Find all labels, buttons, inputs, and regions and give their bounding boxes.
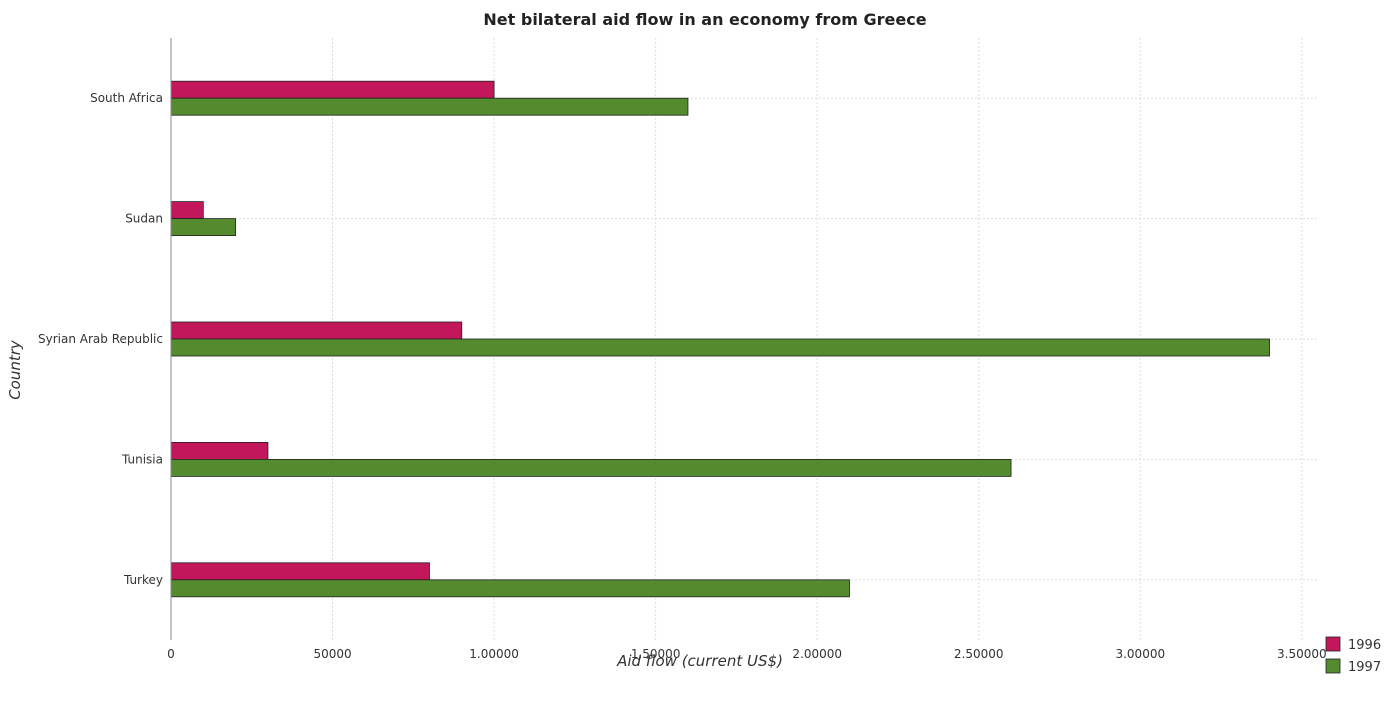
x-tick-label: 1.50000	[631, 647, 681, 661]
bar-1997-turkey	[170, 579, 850, 598]
legend: 1996 1997	[1325, 636, 1381, 675]
bar-1997-sudan	[170, 218, 237, 237]
x-tick-label: 50000	[313, 647, 351, 661]
legend-swatch-1997	[1325, 658, 1341, 674]
x-tick-label: 2.50000	[954, 647, 1004, 661]
bars	[170, 80, 1270, 598]
x-tick-label: 0	[167, 647, 175, 661]
bar-1996-turkey	[170, 562, 430, 581]
bar-1997-syrian-arab-republic	[170, 338, 1270, 357]
y-tick-label: Tunisia	[121, 452, 163, 466]
bar-1997-tunisia	[170, 458, 1012, 477]
y-tick-label: Sudan	[125, 212, 163, 226]
y-tick-label: Syrian Arab Republic	[38, 332, 163, 346]
x-tick-label: 3.50000	[1277, 647, 1327, 661]
legend-label-1996: 1996	[1348, 638, 1381, 653]
bar-1996-tunisia	[170, 441, 269, 460]
y-axis-label: Country	[6, 339, 24, 400]
bar-1996-south-africa	[170, 80, 495, 99]
axes: 0 50000 1.00000 1.50000 2.00000 2.50000 3.0000…	[38, 38, 1327, 661]
x-tick-label: 3.00000	[1115, 647, 1165, 661]
y-tick-label: South Africa	[90, 91, 163, 105]
y-tick-label: Turkey	[123, 573, 163, 587]
bar-1997-south-africa	[170, 97, 689, 116]
legend-label-1997: 1997	[1348, 660, 1381, 675]
bar-1996-syrian-arab-republic	[170, 321, 463, 340]
chart-title: Net bilateral aid flow in an economy fro…	[483, 10, 926, 29]
legend-swatch-1996	[1325, 636, 1341, 652]
x-tick-label: 1.00000	[469, 647, 519, 661]
bar-1996-sudan	[170, 201, 204, 220]
x-axis-label: Aid flow (current US$)	[616, 652, 783, 670]
x-tick-label: 2.00000	[792, 647, 842, 661]
